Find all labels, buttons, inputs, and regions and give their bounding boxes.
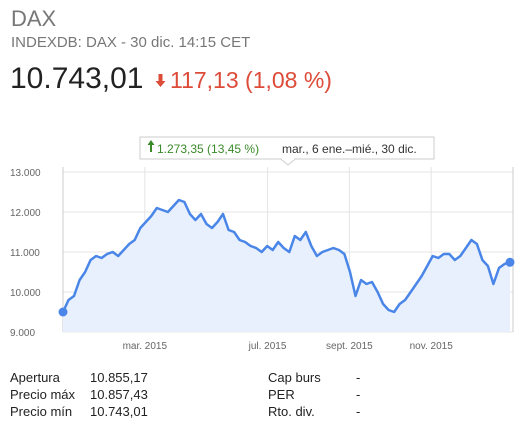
- stat-label: Cap burs: [268, 370, 321, 385]
- stats-left: Apertura 10.855,17 Precio máx 10.857,43 Prec…: [10, 369, 148, 420]
- stat-row: Precio mín 10.743,01: [10, 403, 148, 420]
- stats-right: Cap burs - PER - Rto. div. -: [268, 369, 360, 420]
- tooltip-range: mar., 6 ene.–mié., 30 dic.: [282, 142, 417, 156]
- price-change-value: 117,13 (1,08 %): [170, 67, 332, 93]
- x-tick-label: jul. 2015: [248, 341, 287, 352]
- stat-row: Rto. div. -: [268, 403, 360, 420]
- tooltip-change: 1.273,35 (13,45 %): [157, 142, 259, 156]
- stat-value: 10.855,17: [90, 370, 148, 385]
- stat-value: -: [356, 404, 361, 419]
- y-tick-label: 13.000: [10, 168, 41, 179]
- range-tooltip: 1.273,35 (13,45 %) mar., 6 ene.–mié., 30…: [139, 136, 435, 166]
- page-title: DAX: [11, 6, 57, 31]
- x-axis-ticks: mar. 2015 jul. 2015 sept. 2015 nov. 2015: [123, 341, 454, 352]
- y-axis-ticks: 13.000 12.000 11.000 10.000 9.000: [10, 168, 41, 339]
- y-tick-label: 9.000: [10, 328, 35, 339]
- x-tick-label: mar. 2015: [123, 341, 168, 352]
- stat-value: -: [356, 370, 361, 385]
- series-line: [61, 198, 511, 314]
- stat-row: Apertura 10.855,17: [10, 369, 148, 386]
- area-fill: [63, 200, 510, 332]
- stat-row: Cap burs -: [268, 369, 360, 386]
- stat-value: 10.743,01: [90, 404, 148, 419]
- y-tick-label: 10.000: [10, 288, 41, 299]
- stat-label: PER: [268, 387, 295, 402]
- quote-subtitle: INDEXDB: DAX - 30 dic. 14:15 CET: [11, 34, 251, 51]
- price-change: 117,13 (1,08 %): [155, 67, 332, 94]
- arrow-up-icon: [147, 140, 155, 152]
- y-tick-label: 11.000: [10, 248, 40, 259]
- stat-row: Precio máx 10.857,43: [10, 386, 148, 403]
- x-tick-label: nov. 2015: [410, 341, 454, 352]
- stat-label: Precio mín: [10, 404, 73, 419]
- x-tick-label: sept. 2015: [326, 341, 373, 352]
- stat-row: PER -: [268, 386, 360, 403]
- stat-value: -: [356, 387, 361, 402]
- current-price: 10.743,01: [10, 62, 144, 95]
- price-chart[interactable]: 13.000 12.000 11.000 10.000 9.000 mar. 2015 j…: [0, 134, 532, 362]
- stat-label: Precio máx: [10, 387, 76, 402]
- stat-label: Apertura: [10, 370, 60, 385]
- arrow-down-icon: [155, 67, 166, 94]
- y-tick-label: 12.000: [10, 208, 41, 219]
- start-point: [58, 307, 68, 317]
- end-point: [505, 257, 515, 267]
- stat-value: 10.857,43: [90, 387, 148, 402]
- stat-label: Rto. div.: [268, 404, 315, 419]
- endpoint-markers: [58, 257, 515, 317]
